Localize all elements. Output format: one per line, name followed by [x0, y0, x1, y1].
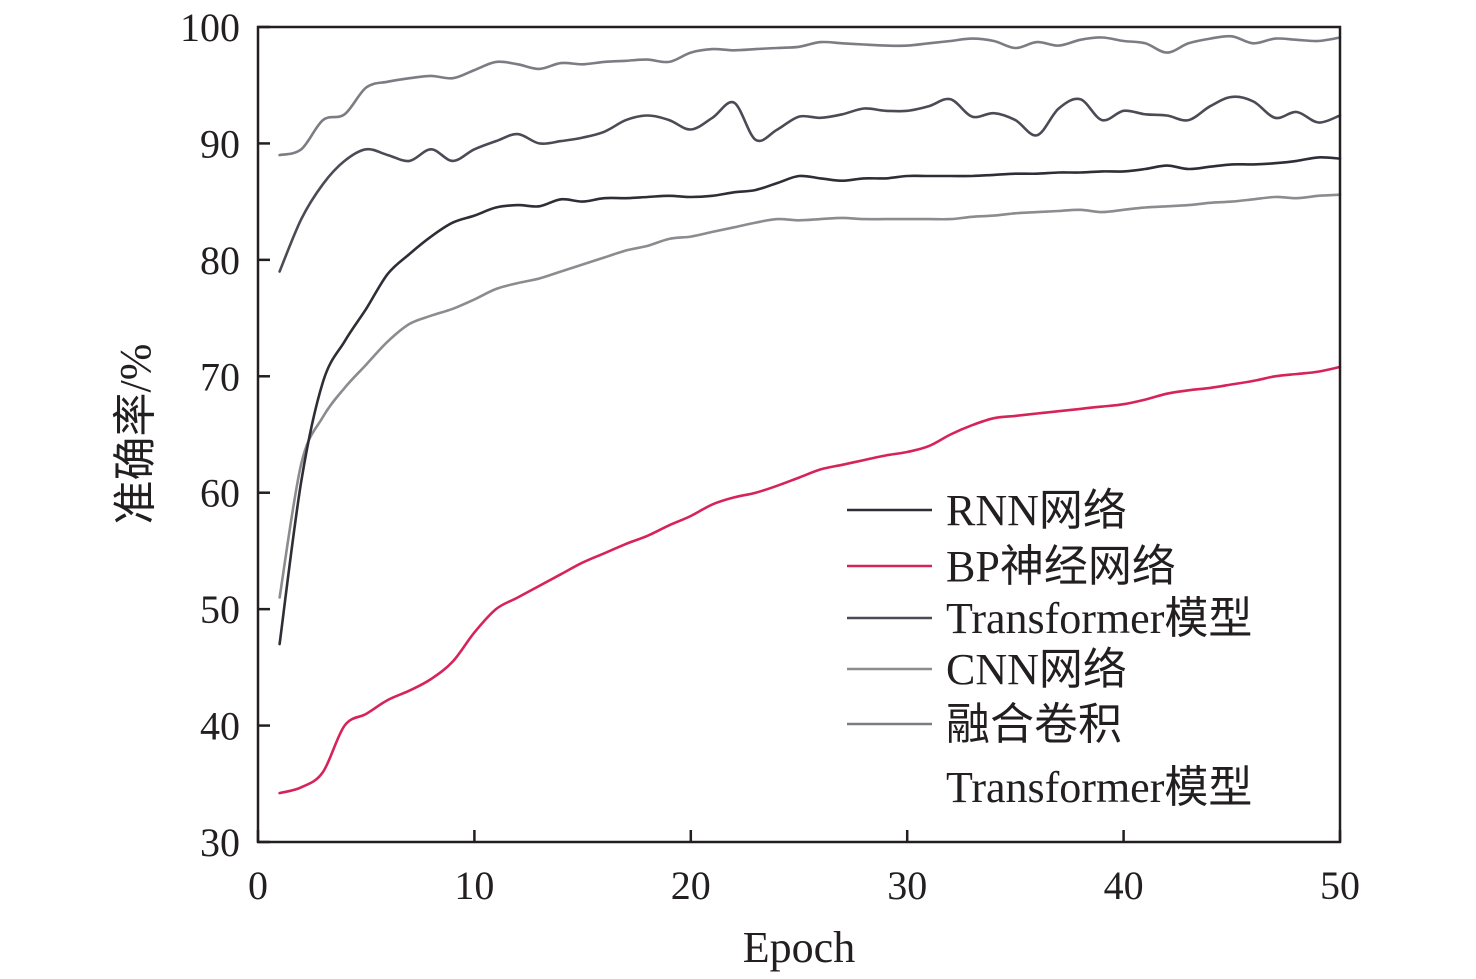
series-line-rnn	[278, 156, 1342, 646]
legend-label-bp: BP神经网络	[946, 542, 1176, 591]
y-tick-label: 90	[200, 121, 240, 166]
legend-label-rnn: RNN网络	[946, 486, 1127, 535]
legend-label-transformer: Transformer模型	[946, 594, 1252, 643]
x-tick-label: 50	[1320, 863, 1360, 908]
x-axis-title: Epoch	[743, 923, 855, 972]
y-tick-label: 80	[200, 238, 240, 283]
series-layer	[278, 34, 1342, 795]
series-line-fusion	[278, 34, 1342, 157]
x-tick-label: 10	[454, 863, 494, 908]
legend-label-fusion-line1: 融合卷积	[946, 700, 1122, 749]
y-axis-title: 准确率/%	[111, 344, 160, 525]
x-tick-label: 40	[1104, 863, 1144, 908]
series-line-bp	[278, 365, 1342, 795]
y-tick-label: 40	[200, 704, 240, 749]
x-tick-label: 20	[671, 863, 711, 908]
y-tick-label: 100	[180, 5, 240, 50]
plot-frame	[256, 25, 1342, 844]
y-tick-label: 30	[200, 820, 240, 865]
legend: RNN网络 BP神经网络 Transformer模型 CNN网络 融合卷积 Tr…	[847, 486, 1252, 812]
series-line-cnn	[278, 193, 1342, 599]
x-tick-label: 0	[248, 863, 268, 908]
series-line-transformer	[278, 95, 1342, 273]
legend-label-fusion-line2: Transformer模型	[946, 763, 1252, 812]
ticks-layer: 0 10 20 30 40 50 30 40 50 60 70 80 90 100	[180, 5, 1360, 908]
x-tick-label: 30	[887, 863, 927, 908]
y-tick-label: 70	[200, 354, 240, 399]
y-tick-label: 50	[200, 587, 240, 632]
legend-label-cnn: CNN网络	[946, 645, 1127, 694]
y-tick-label: 60	[200, 471, 240, 516]
